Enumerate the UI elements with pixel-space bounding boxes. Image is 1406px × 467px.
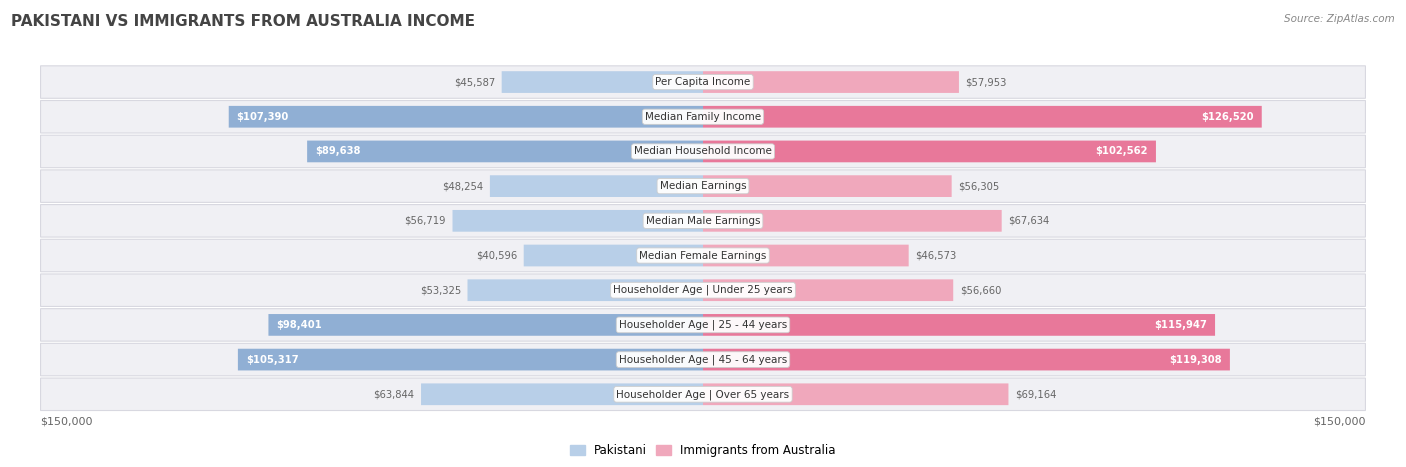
- FancyBboxPatch shape: [229, 106, 703, 127]
- Text: $40,596: $40,596: [475, 250, 517, 261]
- FancyBboxPatch shape: [703, 245, 908, 266]
- Text: $57,953: $57,953: [966, 77, 1007, 87]
- Text: Source: ZipAtlas.com: Source: ZipAtlas.com: [1284, 14, 1395, 24]
- FancyBboxPatch shape: [703, 210, 1001, 232]
- Text: Householder Age | Over 65 years: Householder Age | Over 65 years: [616, 389, 790, 400]
- Text: Per Capita Income: Per Capita Income: [655, 77, 751, 87]
- Text: Median Male Earnings: Median Male Earnings: [645, 216, 761, 226]
- FancyBboxPatch shape: [41, 170, 1365, 202]
- Text: Householder Age | Under 25 years: Householder Age | Under 25 years: [613, 285, 793, 296]
- FancyBboxPatch shape: [703, 141, 1156, 163]
- Text: Median Earnings: Median Earnings: [659, 181, 747, 191]
- Text: $102,562: $102,562: [1095, 147, 1147, 156]
- Text: $63,844: $63,844: [374, 389, 415, 399]
- FancyBboxPatch shape: [502, 71, 703, 93]
- FancyBboxPatch shape: [41, 378, 1365, 410]
- FancyBboxPatch shape: [703, 349, 1230, 370]
- FancyBboxPatch shape: [420, 383, 703, 405]
- Text: Householder Age | 25 - 44 years: Householder Age | 25 - 44 years: [619, 319, 787, 330]
- FancyBboxPatch shape: [41, 100, 1365, 133]
- Text: $115,947: $115,947: [1154, 320, 1208, 330]
- Text: $150,000: $150,000: [1313, 417, 1365, 427]
- Text: $45,587: $45,587: [454, 77, 495, 87]
- FancyBboxPatch shape: [41, 135, 1365, 168]
- Text: $56,719: $56,719: [405, 216, 446, 226]
- FancyBboxPatch shape: [41, 205, 1365, 237]
- FancyBboxPatch shape: [703, 106, 1261, 127]
- FancyBboxPatch shape: [41, 274, 1365, 306]
- Text: $56,660: $56,660: [960, 285, 1001, 295]
- Text: $67,634: $67,634: [1008, 216, 1049, 226]
- Text: Median Female Earnings: Median Female Earnings: [640, 250, 766, 261]
- FancyBboxPatch shape: [703, 279, 953, 301]
- Text: $48,254: $48,254: [441, 181, 484, 191]
- FancyBboxPatch shape: [41, 343, 1365, 376]
- Text: Median Family Income: Median Family Income: [645, 112, 761, 122]
- FancyBboxPatch shape: [41, 239, 1365, 272]
- Text: $46,573: $46,573: [915, 250, 956, 261]
- Text: $56,305: $56,305: [959, 181, 1000, 191]
- FancyBboxPatch shape: [468, 279, 703, 301]
- Text: $105,317: $105,317: [246, 354, 298, 365]
- FancyBboxPatch shape: [269, 314, 703, 336]
- FancyBboxPatch shape: [703, 71, 959, 93]
- Text: $126,520: $126,520: [1201, 112, 1254, 122]
- FancyBboxPatch shape: [41, 66, 1365, 98]
- Text: Median Household Income: Median Household Income: [634, 147, 772, 156]
- Text: $150,000: $150,000: [41, 417, 93, 427]
- FancyBboxPatch shape: [703, 175, 952, 197]
- FancyBboxPatch shape: [41, 309, 1365, 341]
- FancyBboxPatch shape: [307, 141, 703, 163]
- Legend: Pakistani, Immigrants from Australia: Pakistani, Immigrants from Australia: [565, 439, 841, 462]
- FancyBboxPatch shape: [703, 314, 1215, 336]
- FancyBboxPatch shape: [523, 245, 703, 266]
- Text: $98,401: $98,401: [277, 320, 322, 330]
- Text: Householder Age | 45 - 64 years: Householder Age | 45 - 64 years: [619, 354, 787, 365]
- Text: $69,164: $69,164: [1015, 389, 1056, 399]
- FancyBboxPatch shape: [703, 383, 1008, 405]
- Text: $119,308: $119,308: [1170, 354, 1222, 365]
- Text: $89,638: $89,638: [315, 147, 360, 156]
- Text: $53,325: $53,325: [419, 285, 461, 295]
- FancyBboxPatch shape: [489, 175, 703, 197]
- FancyBboxPatch shape: [453, 210, 703, 232]
- Text: $107,390: $107,390: [236, 112, 290, 122]
- Text: PAKISTANI VS IMMIGRANTS FROM AUSTRALIA INCOME: PAKISTANI VS IMMIGRANTS FROM AUSTRALIA I…: [11, 14, 475, 29]
- FancyBboxPatch shape: [238, 349, 703, 370]
